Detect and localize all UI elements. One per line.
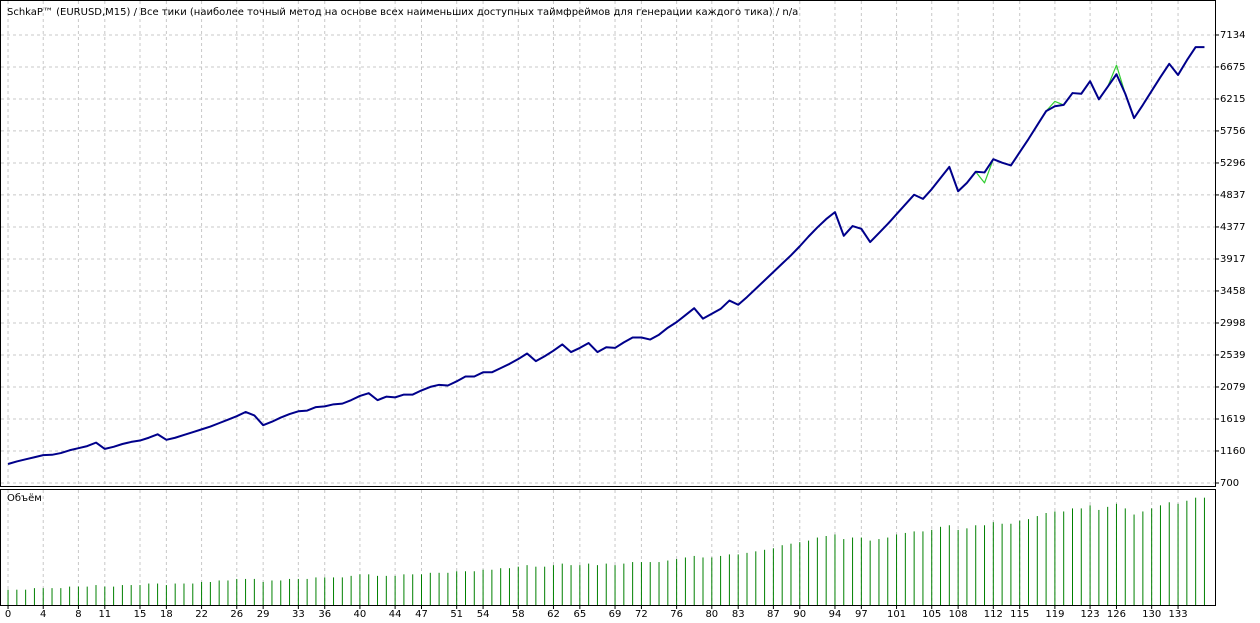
y-tick-label: 6215 xyxy=(1220,94,1245,105)
y-tick-label: 5756 xyxy=(1220,126,1245,137)
x-tick-label: 115 xyxy=(1010,609,1029,620)
x-tick-label: 62 xyxy=(547,609,560,620)
x-tick-label: 40 xyxy=(354,609,367,620)
x-tick-label: 112 xyxy=(984,609,1003,620)
x-tick-label: 47 xyxy=(415,609,428,620)
x-tick-label: 123 xyxy=(1081,609,1100,620)
y-tick-label: 2539 xyxy=(1220,350,1245,361)
main-pane xyxy=(0,0,1216,487)
x-tick-label: 119 xyxy=(1045,609,1064,620)
x-tick-label: 76 xyxy=(670,609,683,620)
x-tick-label: 126 xyxy=(1107,609,1126,620)
x-tick-label: 130 xyxy=(1142,609,1161,620)
y-tick-label: 1160 xyxy=(1220,446,1245,457)
x-tick-label: 26 xyxy=(230,609,243,620)
y-tick-label: 7134 xyxy=(1220,30,1245,41)
x-tick-label: 133 xyxy=(1169,609,1188,620)
x-tick-label: 97 xyxy=(855,609,868,620)
x-tick-label: 29 xyxy=(257,609,270,620)
x-tick-label: 22 xyxy=(195,609,208,620)
y-tick-label: 6675 xyxy=(1220,62,1245,73)
volume-pane xyxy=(0,489,1216,606)
x-tick-label: 8 xyxy=(75,609,81,620)
x-tick-label: 94 xyxy=(829,609,842,620)
x-tick-label: 15 xyxy=(134,609,147,620)
x-tick-label: 58 xyxy=(512,609,525,620)
y-tick-label: 2998 xyxy=(1220,318,1245,329)
x-tick-label: 72 xyxy=(635,609,648,620)
x-tick-label: 33 xyxy=(292,609,305,620)
x-tick-label: 44 xyxy=(389,609,402,620)
y-tick-label: 4377 xyxy=(1220,222,1245,233)
chart-title: SchkaP™ (EURUSD,M15) / Все тики (наиболе… xyxy=(7,7,798,18)
x-tick-label: 65 xyxy=(573,609,586,620)
x-tick-label: 0 xyxy=(5,609,11,620)
x-tick-label: 36 xyxy=(318,609,331,620)
y-tick-label: 1619 xyxy=(1220,414,1245,425)
y-tick-label: 700 xyxy=(1220,478,1239,489)
grid xyxy=(1,1,1215,605)
volume-title: Объём xyxy=(7,493,42,504)
x-tick-label: 18 xyxy=(160,609,173,620)
x-tick-label: 51 xyxy=(450,609,463,620)
x-tick-label: 80 xyxy=(705,609,718,620)
y-tick-label: 5296 xyxy=(1220,158,1245,169)
y-tick-label: 4837 xyxy=(1220,190,1245,201)
x-tick-label: 105 xyxy=(922,609,941,620)
x-tick-label: 4 xyxy=(40,609,46,620)
x-tick-label: 83 xyxy=(732,609,745,620)
x-tick-label: 87 xyxy=(767,609,780,620)
y-tick-label: 3917 xyxy=(1220,254,1245,265)
x-tick-label: 108 xyxy=(949,609,968,620)
series-line xyxy=(7,46,1205,465)
x-tick-label: 69 xyxy=(609,609,622,620)
x-tick-label: 54 xyxy=(477,609,490,620)
marks xyxy=(7,46,1205,605)
y-tick-label: 3458 xyxy=(1220,286,1245,297)
y-tick-label: 2079 xyxy=(1220,382,1245,393)
x-tick-label: 90 xyxy=(793,609,806,620)
x-tick-label: 11 xyxy=(98,609,111,620)
x-tick-label: 101 xyxy=(887,609,906,620)
